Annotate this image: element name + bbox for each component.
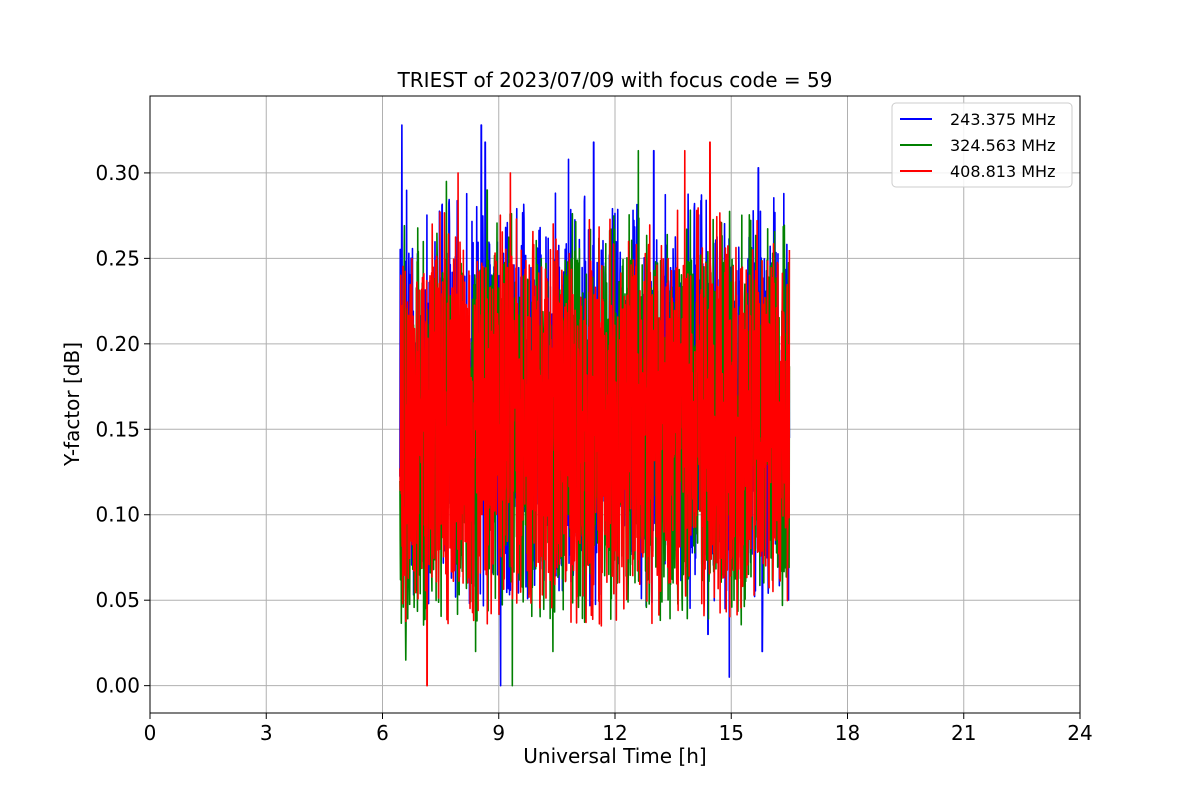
x-tick-label: 9 xyxy=(492,721,505,745)
x-tick-label: 6 xyxy=(376,721,389,745)
x-tick-label: 21 xyxy=(951,721,976,745)
axis-ticks: 0 3 6 9 12 15 18 21 24 0.00 0.05 0.10 0.15 0.20 0.25 0.… xyxy=(95,161,1092,745)
x-tick-label: 12 xyxy=(602,721,627,745)
x-tick-label: 0 xyxy=(144,721,157,745)
chart-title: TRIEST of 2023/07/09 with focus code = 5… xyxy=(397,68,833,92)
x-tick-label: 24 xyxy=(1067,721,1092,745)
y-tick-label: 0.20 xyxy=(95,332,140,356)
x-tick-label: 3 xyxy=(260,721,273,745)
legend-entry: 408.813 MHz xyxy=(950,162,1055,181)
series-line xyxy=(399,141,791,687)
y-tick-label: 0.15 xyxy=(95,417,140,441)
legend-box xyxy=(891,102,1073,188)
x-tick-label: 18 xyxy=(835,721,860,745)
y-tick-label: 0.00 xyxy=(95,674,140,698)
y-tick-label: 0.10 xyxy=(95,503,140,527)
x-axis-label: Universal Time [h] xyxy=(523,744,706,768)
y-tick-label: 0.05 xyxy=(95,588,140,612)
legend-entry: 243.375 MHz xyxy=(950,110,1055,129)
y-tick-label: 0.30 xyxy=(95,161,140,185)
legend: 243.375 MHz 324.563 MHz 408.813 MHz xyxy=(891,102,1073,188)
x-tick-label: 15 xyxy=(719,721,744,745)
y-axis-label: Y-factor [dB] xyxy=(60,342,84,467)
legend-entry: 324.563 MHz xyxy=(950,136,1055,155)
y-tick-label: 0.25 xyxy=(95,246,140,270)
plot-series xyxy=(399,124,791,687)
